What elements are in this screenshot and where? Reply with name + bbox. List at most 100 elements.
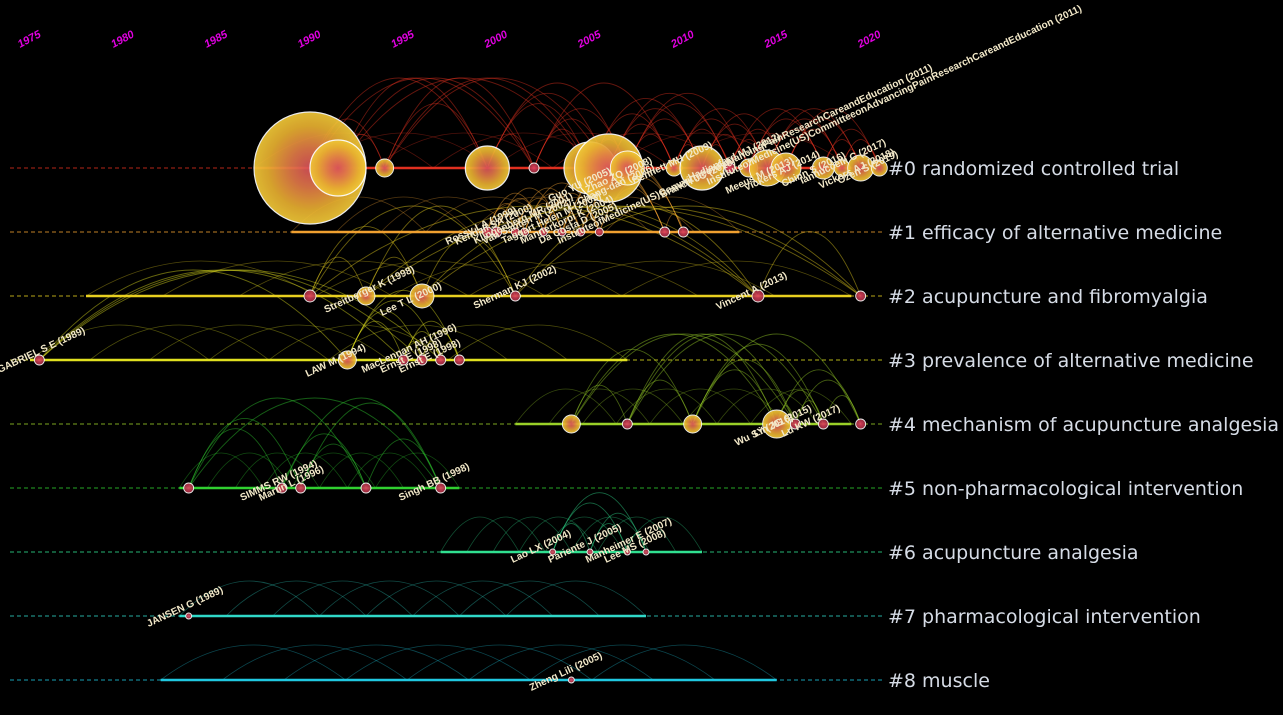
citation-arc	[365, 438, 442, 489]
citation-node[interactable]	[295, 482, 307, 494]
citation-node[interactable]	[309, 139, 367, 197]
citation-node[interactable]	[677, 226, 689, 238]
citation-arc	[729, 128, 787, 169]
citation-arc	[589, 523, 628, 553]
citation-arc	[345, 644, 531, 681]
citation-node[interactable]	[817, 418, 829, 430]
citation-node[interactable]	[561, 414, 581, 434]
citation-arc	[281, 469, 302, 489]
citation-node[interactable]	[303, 289, 317, 303]
citation-arc	[300, 443, 367, 489]
citation-arc	[346, 310, 423, 361]
citation-node[interactable]	[276, 482, 288, 494]
cluster-label[interactable]: #0 randomized controlled trial	[888, 158, 1179, 180]
citation-node[interactable]	[435, 482, 447, 494]
citation-node[interactable]	[416, 354, 428, 366]
citation-arc	[486, 208, 516, 233]
citation-node[interactable]	[520, 227, 530, 237]
citation-node[interactable]	[397, 354, 409, 366]
cluster-label[interactable]: #6 acupuncture analgesia	[888, 542, 1139, 564]
citation-arc	[486, 92, 610, 169]
citation-arc	[822, 395, 862, 425]
citation-node[interactable]	[679, 145, 725, 191]
citation-arc	[748, 118, 824, 169]
citation-arc	[664, 213, 684, 233]
citation-arc	[160, 644, 346, 681]
year-tick-label: 1985	[202, 28, 230, 50]
citation-arc	[384, 103, 488, 169]
citation-arc	[492, 132, 673, 169]
citation-node[interactable]	[491, 226, 503, 238]
citation-node[interactable]	[510, 227, 520, 237]
citation-arc	[268, 324, 449, 361]
citation-arc	[626, 92, 750, 169]
cluster-label[interactable]: #2 acupuncture and fibromyalgia	[888, 286, 1208, 308]
cluster-label[interactable]: #8 muscle	[888, 670, 990, 692]
citation-arc	[412, 580, 553, 617]
citation-node[interactable]	[356, 286, 376, 306]
citation-node[interactable]	[724, 162, 736, 174]
citation-node[interactable]	[185, 612, 193, 620]
citation-node[interactable]	[567, 676, 575, 684]
citation-node[interactable]	[576, 227, 586, 237]
citation-node[interactable]	[855, 418, 867, 430]
cluster-label[interactable]: #3 prevalence of alternative medicine	[888, 350, 1254, 372]
citation-arc	[524, 182, 600, 233]
citation-arc	[514, 208, 544, 233]
citation-arc	[701, 113, 787, 169]
citation-arc	[234, 452, 320, 489]
year-axis: 1975 1980 1985 1990 1995 2000 2005 2010 2015 2020	[16, 28, 884, 51]
citation-node[interactable]	[621, 418, 633, 430]
citation-node[interactable]	[435, 354, 447, 366]
citation-node[interactable]	[594, 227, 604, 237]
citation-node[interactable]	[183, 482, 195, 494]
cluster-label[interactable]: #4 mechanism of acupuncture analgesia	[888, 414, 1279, 436]
citation-arc	[561, 203, 600, 233]
citation-node[interactable]	[557, 227, 567, 237]
cluster-label[interactable]: #5 non-pharmacological intervention	[888, 478, 1243, 500]
citation-arc	[496, 187, 563, 233]
cluster-label[interactable]: #7 pharmacological intervention	[888, 606, 1201, 628]
citation-arc	[649, 388, 751, 425]
citation-node[interactable]	[586, 548, 594, 556]
citation-node[interactable]	[538, 227, 548, 237]
citation-arc	[440, 341, 460, 361]
citation-arc	[822, 128, 880, 169]
citation-node[interactable]	[623, 548, 631, 556]
citation-arc	[309, 205, 759, 297]
cluster-labels: #0 randomized controlled trial #1 efficac…	[888, 158, 1279, 692]
citation-arc	[39, 269, 404, 361]
citation-node[interactable]	[609, 150, 645, 186]
node-label: GABRIEL S E (1989)	[0, 325, 87, 375]
citation-arc	[533, 82, 675, 169]
citation-node[interactable]	[33, 354, 45, 366]
citation-node[interactable]	[375, 158, 395, 178]
year-tick-label: 2020	[855, 28, 884, 51]
citation-node[interactable]	[337, 350, 357, 370]
citation-node[interactable]	[409, 283, 435, 309]
citation-arc	[626, 379, 694, 425]
citation-arc	[281, 397, 442, 489]
citation-arc	[794, 379, 862, 425]
citation-node[interactable]	[683, 414, 703, 434]
citation-node[interactable]	[855, 290, 867, 302]
citation-node[interactable]	[549, 548, 557, 556]
citation-node[interactable]	[528, 162, 540, 174]
citation-node[interactable]	[659, 226, 671, 238]
cluster-label[interactable]: #1 efficacy of alternative medicine	[888, 222, 1222, 244]
citation-node[interactable]	[751, 289, 765, 303]
citation-arc	[402, 320, 460, 361]
citation-node[interactable]	[642, 548, 650, 556]
citation-node[interactable]	[789, 418, 801, 430]
node-label: Zheng Lili (2005)	[528, 650, 604, 693]
citation-arc	[570, 384, 628, 425]
citation-node[interactable]	[360, 482, 372, 494]
citation-node[interactable]	[453, 354, 465, 366]
citation-node[interactable]	[509, 290, 521, 302]
citation-node[interactable]	[464, 145, 510, 191]
citation-node[interactable]	[870, 159, 888, 177]
citation-node[interactable]	[770, 152, 802, 184]
citation-arc	[188, 428, 283, 489]
citation-arc	[188, 397, 442, 489]
citation-arc	[570, 348, 694, 425]
